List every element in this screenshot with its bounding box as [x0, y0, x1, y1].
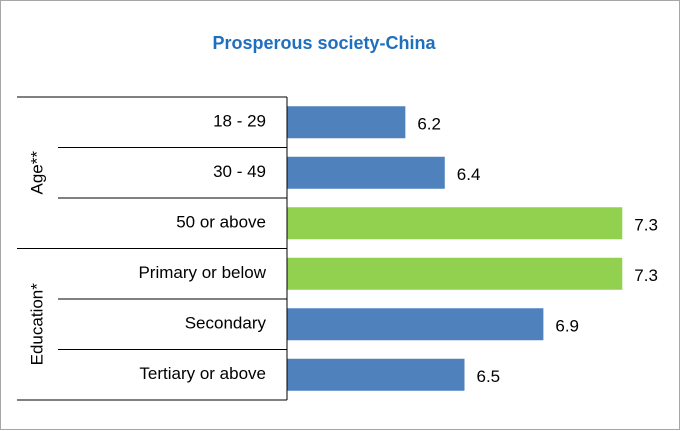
chart-title: Prosperous society-China	[212, 33, 436, 53]
y-tick-label: Secondary	[185, 314, 267, 333]
bar	[287, 358, 465, 391]
bar	[287, 207, 623, 240]
value-label: 7.3	[634, 266, 658, 285]
value-label: 6.9	[555, 317, 579, 336]
y-tick-label: Primary or below	[138, 263, 266, 282]
bar	[287, 156, 445, 189]
group-label: Age**	[27, 151, 46, 195]
value-label: 7.3	[634, 216, 658, 235]
value-label: 6.5	[477, 367, 501, 386]
bar	[287, 257, 623, 290]
y-tick-label: 30 - 49	[213, 162, 266, 181]
y-tick-label: Tertiary or above	[139, 364, 266, 383]
bar	[287, 308, 544, 341]
group-label: Education*	[27, 283, 46, 366]
value-label: 6.2	[417, 115, 441, 134]
y-tick-label: 18 - 29	[213, 112, 266, 131]
bar	[287, 106, 406, 139]
y-tick-label: 50 or above	[176, 213, 266, 232]
value-label: 6.4	[457, 165, 481, 184]
